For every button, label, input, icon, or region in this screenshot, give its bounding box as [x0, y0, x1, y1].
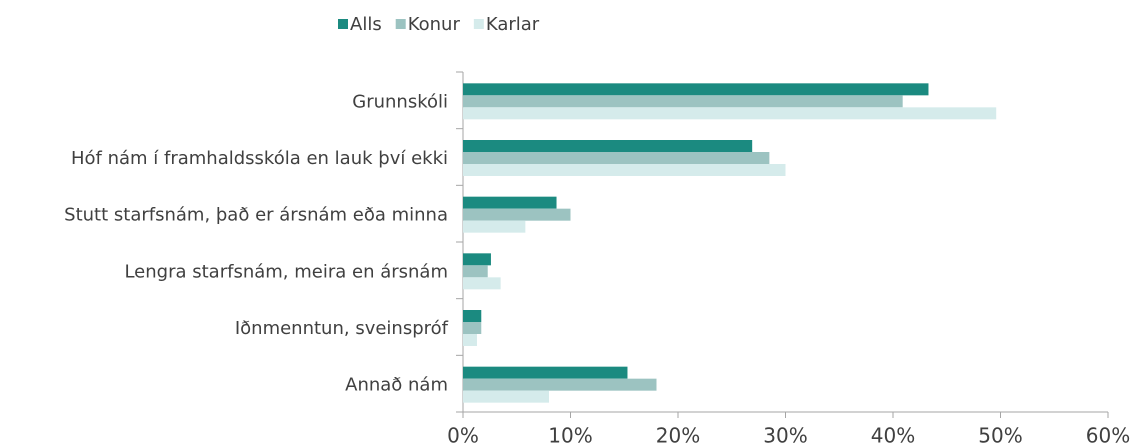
bar — [463, 164, 786, 176]
bar — [463, 277, 501, 290]
category-label: Hóf nám í framhaldsskóla en lauk því ekk… — [71, 148, 448, 169]
bar — [463, 196, 557, 209]
bar — [463, 366, 628, 379]
bar — [463, 140, 753, 152]
bar — [463, 107, 997, 120]
bar — [463, 390, 549, 403]
bar — [463, 208, 571, 221]
legend-swatch — [338, 19, 348, 29]
category-label: Grunnskóli — [352, 91, 448, 112]
x-tick-label: 0% — [447, 424, 479, 448]
legend-label: Konur — [408, 14, 461, 35]
bar — [463, 310, 482, 322]
legend-swatch — [395, 19, 406, 29]
category-label: Annað nám — [345, 375, 448, 396]
bar — [463, 95, 903, 108]
x-tick-label: 40% — [871, 424, 915, 448]
bar — [463, 253, 491, 266]
bar — [463, 265, 488, 278]
bar — [463, 83, 929, 96]
legend-swatch — [473, 19, 484, 29]
x-tick-label: 30% — [763, 424, 807, 448]
bar — [463, 334, 477, 346]
category-label: Iðnmenntun, sveinspróf — [235, 318, 449, 339]
bar — [463, 322, 482, 334]
category-label: Stutt starfsnám, það er ársnám eða minna — [64, 205, 448, 226]
x-tick-label: 50% — [978, 424, 1022, 448]
x-tick-label: 60% — [1086, 424, 1130, 448]
bar — [463, 378, 657, 391]
category-label: Lengra starfsnám, meira en ársnám — [124, 261, 448, 282]
x-tick-label: 20% — [656, 424, 700, 448]
x-tick-label: 10% — [548, 424, 592, 448]
bar — [463, 152, 770, 164]
legend-label: Alls — [350, 14, 382, 35]
legend-label: Karlar — [486, 14, 540, 35]
bar — [463, 220, 526, 233]
